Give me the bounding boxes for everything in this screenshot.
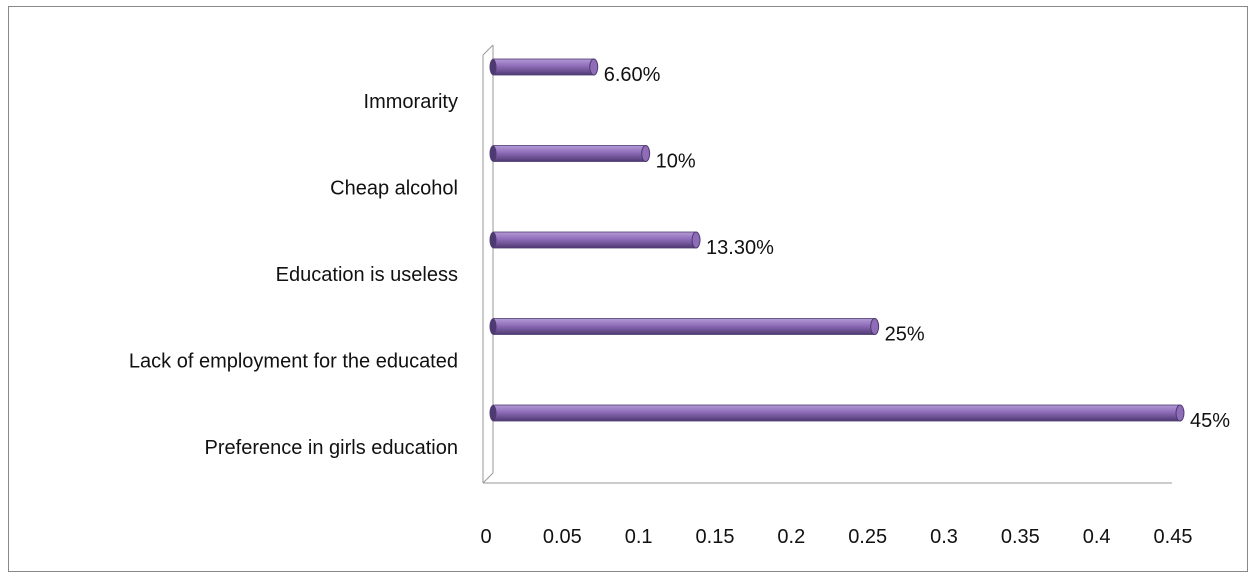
bar-body <box>492 404 1181 422</box>
data-label: 6.60% <box>604 64 661 86</box>
bar-body <box>492 318 876 335</box>
x-tick-label: 0.05 <box>543 526 582 548</box>
x-tick-label: 0.15 <box>696 526 735 548</box>
bar-start-cap <box>489 232 497 248</box>
data-label: 25% <box>885 324 925 346</box>
bar-start-cap <box>489 59 497 75</box>
bar <box>489 145 651 162</box>
x-tick-labels: 0 0.05 0.1 0.15 0.2 0.25 0.3 0.35 0.4 0.45 <box>480 526 1192 548</box>
x-tick-label: 0.45 <box>1154 526 1193 548</box>
category-labels: Immorarity Cheap alcohol Education is usel… <box>129 91 458 459</box>
bar-body <box>492 231 697 249</box>
chart-bars <box>489 58 1185 422</box>
bar-start-cap <box>489 145 497 162</box>
bar-start-cap <box>489 318 497 335</box>
x-tick-label: 0.25 <box>848 526 887 548</box>
category-label: Education is useless <box>276 264 458 286</box>
x-tick-label: 0.3 <box>930 526 958 548</box>
wall-top-edge <box>482 44 494 56</box>
bar <box>489 318 880 335</box>
bar <box>489 404 1185 422</box>
chart-frame <box>8 6 1248 572</box>
x-tick-label: 0.35 <box>1001 526 1040 548</box>
bar-end-cap <box>589 58 599 76</box>
x-tick-label: 0 <box>480 526 491 548</box>
bar-end-cap <box>641 145 651 162</box>
x-tick-label: 0.4 <box>1083 526 1111 548</box>
bar-end-cap <box>1175 404 1185 422</box>
category-label: Lack of employment for the educated <box>129 351 458 373</box>
category-label: Preference in girls education <box>205 437 458 459</box>
chart-axes <box>482 44 1172 484</box>
data-label: 13.30% <box>706 237 774 259</box>
data-label: 10% <box>656 151 696 173</box>
bar-end-cap <box>691 231 701 249</box>
data-label: 45% <box>1190 410 1230 432</box>
x-tick-label: 0.2 <box>777 526 805 548</box>
data-labels: 6.60% 10% 13.30% 25% 45% <box>604 64 1230 432</box>
bar-body <box>492 58 595 76</box>
bar-body <box>492 145 647 162</box>
bar <box>489 58 599 76</box>
bar-end-cap <box>870 318 880 335</box>
x-tick-label: 0.1 <box>625 526 653 548</box>
floor-corner-edge <box>482 472 494 484</box>
bar-start-cap <box>489 405 497 421</box>
category-label: Cheap alcohol <box>330 178 458 200</box>
category-label: Immorarity <box>364 91 458 113</box>
bar <box>489 231 701 249</box>
